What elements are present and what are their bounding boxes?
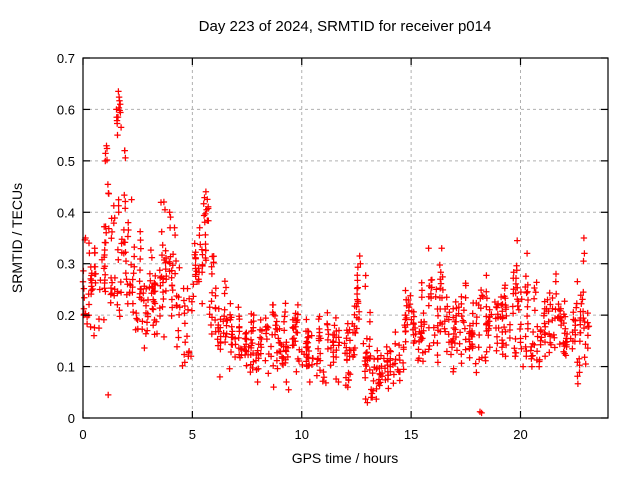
y-tick-label: 0.3 bbox=[57, 257, 75, 272]
grid-layer bbox=[83, 58, 608, 418]
axes-layer: 0 5 10 15 20 0 0.1 0.2 0.3 0.4 0.5 0.6 0.7 bbox=[57, 51, 609, 442]
plot-border bbox=[82, 57, 609, 419]
y-tick-label: 0.4 bbox=[57, 205, 75, 220]
y-tick-label: 0.6 bbox=[57, 102, 75, 117]
y-tick-label: 0 bbox=[68, 411, 75, 426]
chart-title: Day 223 of 2024, SRMTID for receiver p01… bbox=[199, 18, 492, 35]
x-axis-label: GPS time / hours bbox=[292, 450, 399, 466]
y-tick-label: 0.7 bbox=[57, 51, 75, 66]
scatter-layer bbox=[79, 88, 593, 417]
x-tick-label: 0 bbox=[79, 427, 86, 442]
x-tick-label: 15 bbox=[404, 427, 418, 442]
x-tick-label: 10 bbox=[295, 427, 309, 442]
y-tick-label: 0.1 bbox=[57, 360, 75, 375]
y-axis-label: SRMTID / TECUs bbox=[9, 183, 25, 293]
scatter-points bbox=[79, 88, 593, 417]
x-tick-label: 5 bbox=[189, 427, 196, 442]
y-tick-label: 0.2 bbox=[57, 308, 75, 323]
x-tick-label: 20 bbox=[513, 427, 527, 442]
y-tick-label: 0.5 bbox=[57, 154, 75, 169]
